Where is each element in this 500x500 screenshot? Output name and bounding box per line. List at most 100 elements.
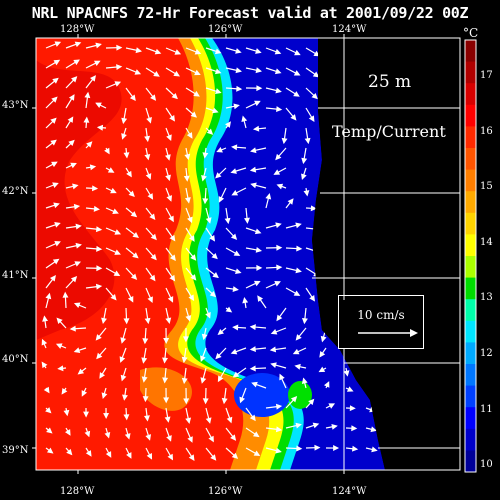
current-vector-head — [312, 422, 320, 429]
current-vector-head — [66, 448, 73, 456]
current-vector-head — [45, 407, 52, 414]
current-vector-head — [165, 154, 171, 161]
current-vector-head — [193, 90, 200, 97]
current-vector-head — [55, 343, 63, 349]
current-vector-head — [275, 153, 282, 161]
current-vector-head — [165, 174, 171, 182]
current-vector-head — [250, 147, 257, 154]
current-vector-head — [319, 351, 326, 358]
current-vector-head — [114, 229, 122, 235]
current-vector-head — [166, 435, 172, 442]
current-vector-head — [129, 94, 136, 102]
current-vector-head — [73, 347, 81, 353]
current-vector-head — [183, 398, 190, 405]
current-vector-head — [275, 447, 282, 454]
current-vector-head — [169, 274, 176, 282]
current-vector-head — [130, 273, 138, 280]
current-vector-head — [190, 111, 197, 118]
current-vector-head — [72, 183, 79, 190]
lon-label-bottom-124: 124°W — [332, 486, 367, 497]
current-vector-head — [104, 147, 110, 155]
current-vector-head — [95, 283, 103, 290]
current-vector-head — [371, 446, 378, 453]
current-vector-head — [249, 365, 256, 372]
depth-label: 25 m — [368, 72, 412, 92]
current-vector-head — [275, 403, 283, 410]
current-vector-head — [101, 392, 108, 399]
current-vector-head — [54, 222, 61, 228]
current-vector-head — [312, 71, 320, 78]
current-vector-head — [150, 253, 157, 261]
colorbar-tick-16: 16 — [480, 126, 493, 137]
current-vector-head — [304, 137, 311, 145]
current-vector-head — [103, 412, 110, 419]
current-vector-head — [273, 169, 281, 175]
current-vector-head — [235, 67, 242, 74]
current-vector-head — [215, 88, 222, 94]
current-vector-head — [253, 450, 261, 456]
current-vector-head — [122, 394, 128, 401]
current-vector-head — [255, 48, 262, 54]
current-vector-head — [276, 314, 283, 322]
colorbar-segment — [465, 40, 476, 63]
current-vector-head — [68, 139, 75, 147]
current-vector-head — [185, 315, 192, 322]
current-vector-head — [265, 193, 272, 200]
current-vector-head — [89, 164, 97, 171]
current-vector-head — [104, 432, 111, 439]
current-vector-head — [46, 427, 53, 434]
current-vector-head — [95, 334, 102, 341]
current-vector-head — [121, 133, 127, 140]
current-vector-head — [232, 286, 239, 292]
current-vector-head — [110, 187, 117, 194]
reference-vector-label: 10 cm/s — [357, 308, 405, 322]
current-vector-head — [301, 173, 307, 181]
current-vector-head — [61, 388, 68, 395]
current-vector-head — [206, 128, 214, 135]
current-vector-head — [349, 405, 356, 412]
current-vector-head — [52, 182, 59, 188]
current-vector-head — [132, 252, 139, 259]
current-vector-head — [144, 135, 151, 143]
current-vector-head — [93, 205, 100, 212]
current-vector-head — [70, 162, 77, 169]
current-vector-head — [249, 346, 256, 353]
colorbar-segment — [465, 191, 476, 214]
current-vector-head — [224, 217, 231, 225]
current-vector-head — [83, 411, 90, 418]
current-vector-head — [163, 337, 170, 344]
current-vector-head — [209, 291, 217, 298]
lat-label-42: 42°N — [2, 186, 29, 197]
current-vector-head — [51, 96, 58, 103]
current-vector-head — [101, 317, 107, 325]
current-vector-head — [303, 190, 310, 197]
current-vector-head — [254, 228, 262, 235]
current-vector-head — [171, 92, 178, 100]
current-vector-head — [190, 274, 197, 281]
current-vector-head — [214, 68, 222, 75]
current-vector-head — [308, 398, 315, 406]
lon-label-top-126: 126°W — [208, 24, 243, 35]
map-frame — [35, 37, 461, 471]
current-vector-head — [162, 377, 169, 384]
current-vector-head — [54, 41, 62, 47]
current-vector-head — [99, 372, 106, 379]
current-vector-head — [194, 69, 201, 76]
current-vector-head — [184, 153, 191, 161]
colorbar-segment — [465, 126, 476, 149]
current-vector-head — [301, 318, 308, 325]
current-vector-head — [292, 348, 300, 355]
colorbar-segment — [465, 148, 476, 171]
current-vector-head — [239, 396, 245, 404]
current-vector-head — [301, 377, 308, 385]
current-vector-head — [169, 234, 176, 242]
current-vector-head — [214, 48, 222, 55]
colorbar-segment — [465, 342, 476, 365]
current-vector-head — [294, 49, 301, 56]
colorbar-segment — [465, 320, 476, 343]
colorbar-segment — [465, 212, 476, 235]
current-vector-head — [167, 453, 174, 461]
current-vector-head — [217, 375, 224, 383]
current-vector-head — [250, 182, 257, 189]
current-vector-head — [84, 430, 91, 438]
